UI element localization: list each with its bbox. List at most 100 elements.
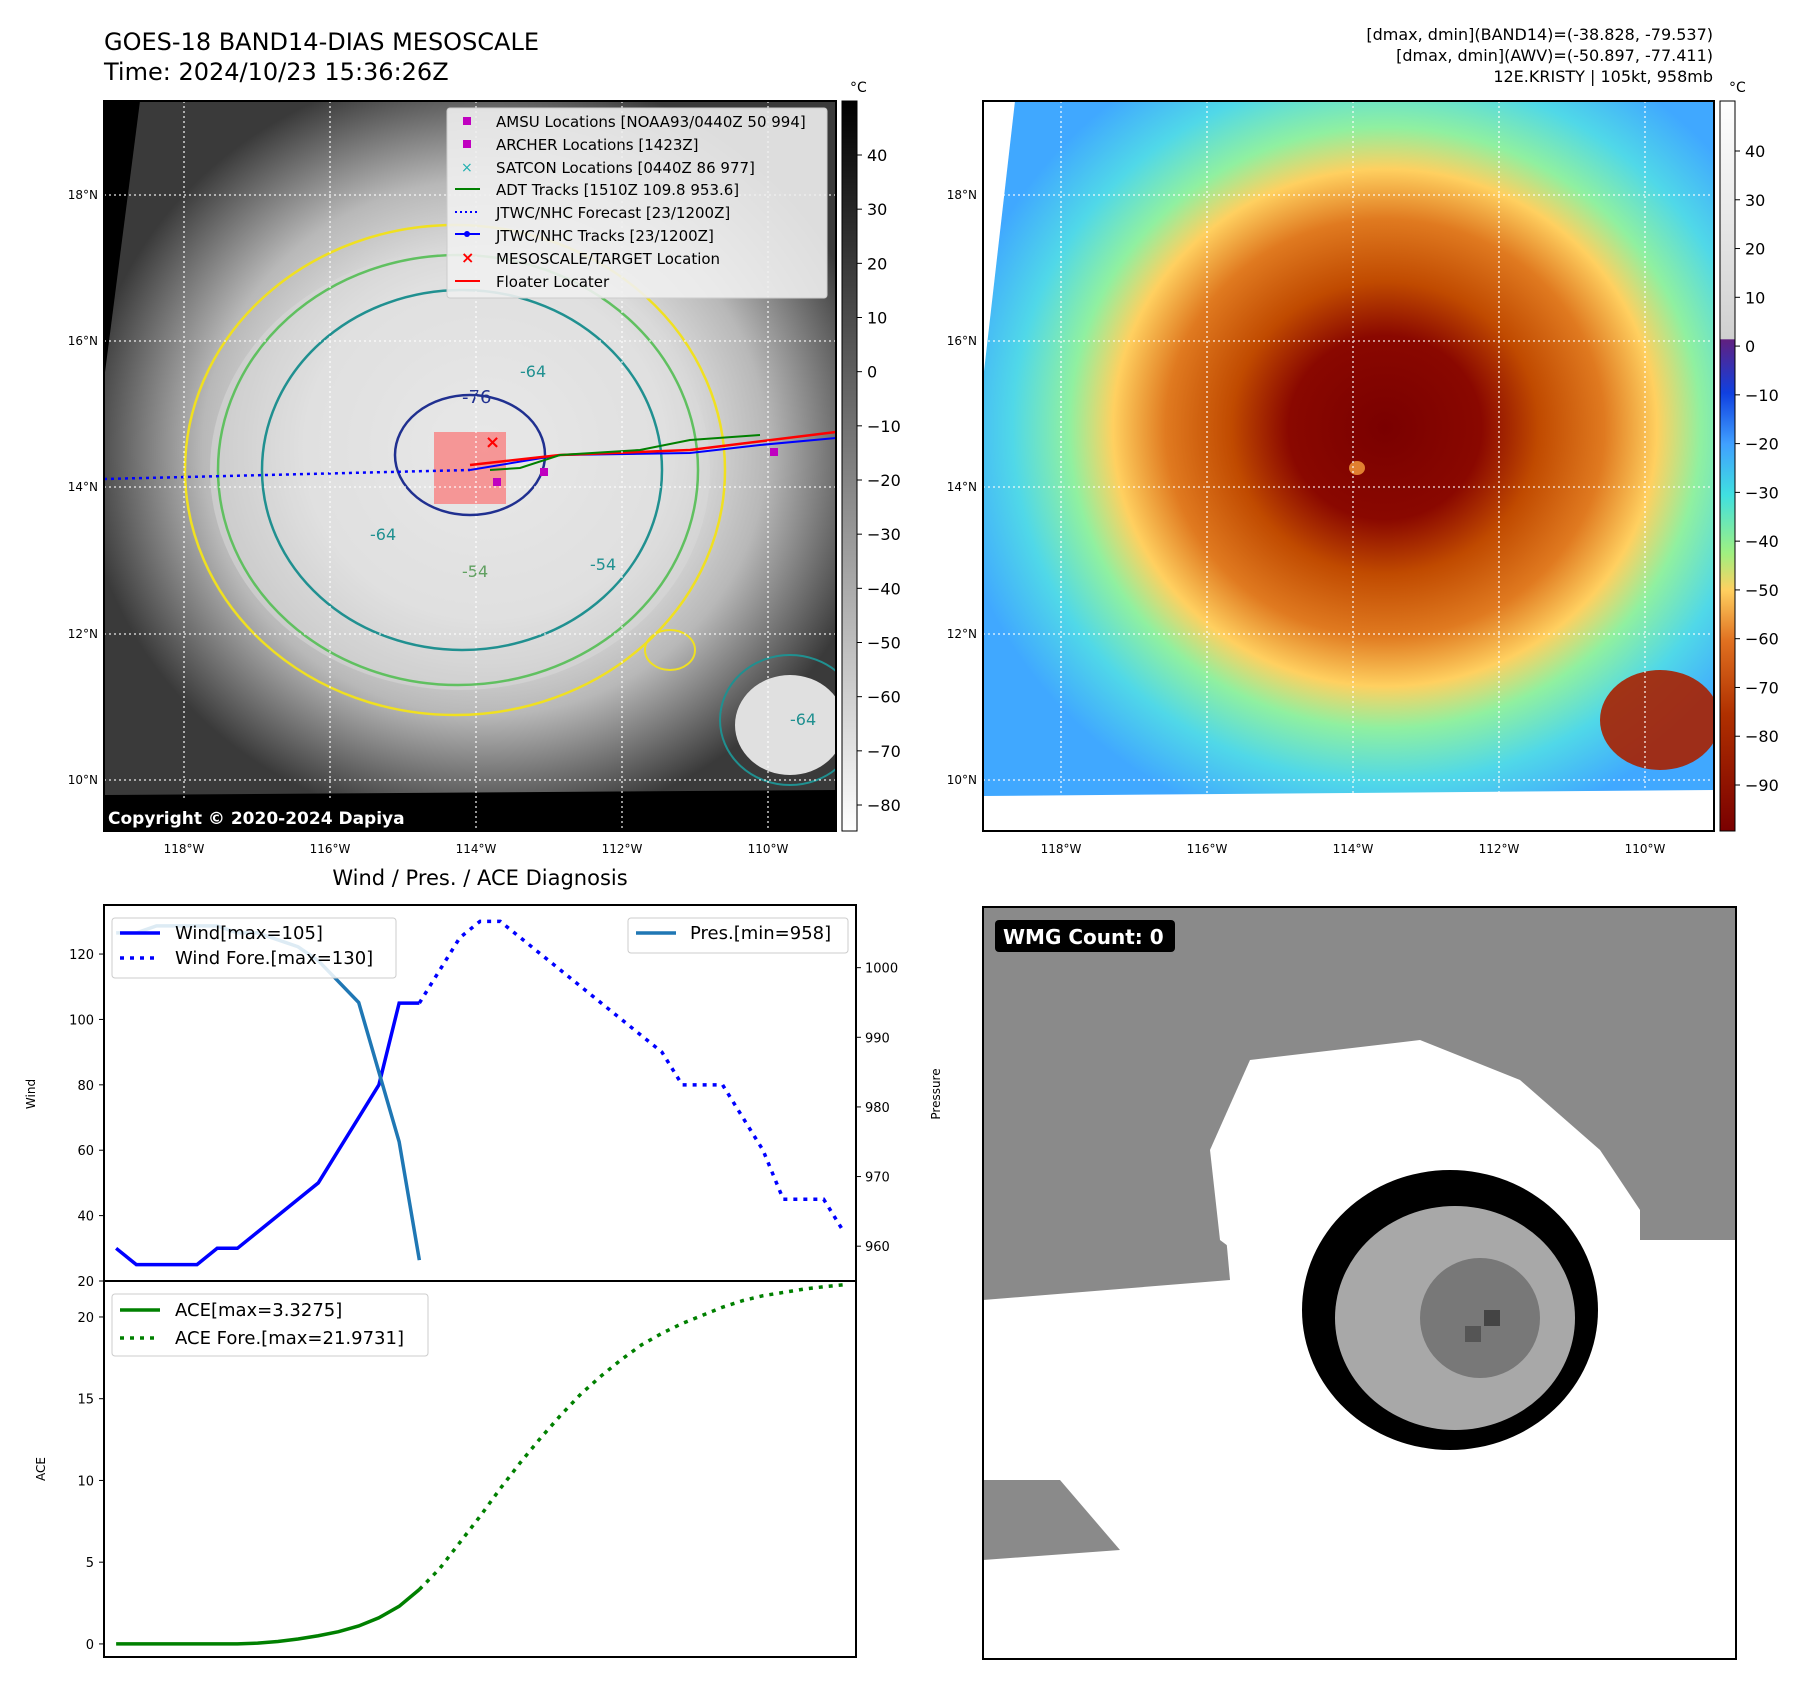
info-line-2: [dmax, dmin](AWV)=(-50.897, -77.411) <box>1396 46 1713 65</box>
lon-label: 116°W <box>1187 842 1228 856</box>
colorbar-tick-label: −10 <box>1745 386 1779 405</box>
colorbar-tick-label: −50 <box>867 634 901 653</box>
lat-label: 14°N <box>947 480 977 494</box>
colorbar-tick-label: −20 <box>1745 435 1779 454</box>
colorbar-unit: °C <box>1729 80 1746 96</box>
lat-label: 14°N <box>68 480 98 494</box>
legend-label: JTWC/NHC Forecast [23/1200Z] <box>495 204 730 222</box>
colorbar-tick-label: 10 <box>1745 288 1765 307</box>
legend-entry: Wind Fore.[max=130] <box>175 948 373 969</box>
lat-label: 10°N <box>68 773 98 787</box>
wmg-panel: WMG Count: 0 <box>982 906 1737 1660</box>
legend-label: AMSU Locations [NOAA93/0440Z 50 994] <box>496 113 806 131</box>
colorbar-tick-label: −10 <box>867 417 901 436</box>
contour-label: -64 <box>370 525 396 544</box>
y-tick-label: 20 <box>77 1311 94 1326</box>
ir-color-map <box>982 100 1715 832</box>
colorbar-tick-label: 30 <box>867 200 887 219</box>
y-tick-label: 0 <box>86 1638 94 1653</box>
lon-label: 116°W <box>310 842 351 856</box>
y-tick-label: 40 <box>77 1210 94 1225</box>
lat-label: 18°N <box>947 188 977 202</box>
colorbar-tick-label: 20 <box>867 254 887 273</box>
svg-text:×: × <box>461 160 473 176</box>
wmg-count-label: WMG Count: 0 <box>1003 925 1164 949</box>
colorbar-tick-label: −50 <box>1745 581 1779 600</box>
legend-label: SATCON Locations [0440Z 86 977] <box>496 159 755 177</box>
lon-label: 112°W <box>602 842 643 856</box>
colorbar-tick-label: −40 <box>1745 532 1779 551</box>
colorbar-tick-label: 40 <box>1745 142 1765 161</box>
lon-label: 114°W <box>1333 842 1374 856</box>
colorbar-tick-label: −80 <box>1745 727 1779 746</box>
colorbar-tick-label: −20 <box>867 471 901 490</box>
lon-label: 110°W <box>748 842 789 856</box>
y-tick-label-right: 990 <box>865 1031 890 1046</box>
lat-label: 12°N <box>68 627 98 641</box>
colorbar-tick-label: −40 <box>867 579 901 598</box>
title-line-2: Time: 2024/10/23 15:36:26Z <box>103 58 449 86</box>
legend-entry: ACE[max=3.3275] <box>175 1300 342 1321</box>
legend-entry: Wind[max=105] <box>175 923 323 944</box>
colorbar-unit: °C <box>850 80 867 96</box>
info-line-3: 12E.KRISTY | 105kt, 958mb <box>1493 67 1713 86</box>
colorbar-tick-label: −90 <box>1745 776 1779 795</box>
colorbar-left: °C 40 30 20 10 0 −10 −20 −30 −40 −50 −60 −70 −80 <box>841 80 901 832</box>
wind-axis-label: Wind <box>24 1079 38 1109</box>
colorbar-tick-label: 0 <box>867 363 877 382</box>
lat-label: 10°N <box>947 773 977 787</box>
wind-legend: Wind[max=105] Wind Fore.[max=130] <box>111 917 397 979</box>
legend-label: MESOSCALE/TARGET Location <box>496 250 720 268</box>
svg-text:×: × <box>485 432 500 453</box>
mesoscale-target-box <box>434 432 506 504</box>
y-tick-label: 10 <box>77 1474 94 1489</box>
colorbar-tick-label: 40 <box>867 146 887 165</box>
legend-label: Floater Locater <box>496 273 610 291</box>
wind-pressure-chart: 20 40 60 80 100 120 960 970 980 990 1000 Wind[max=1… <box>69 904 898 1290</box>
ace-legend: ACE[max=3.3275] ACE Fore.[max=21.9731] <box>111 1293 429 1357</box>
map-legend: × × AMSU Locations [NOAA93/0440Z 50 994]… <box>446 107 828 299</box>
ace-chart: 0 5 10 15 20 ACE[max=3.3275] ACE Fore.[max=21.… <box>77 1280 857 1658</box>
jtwc-forecast-line <box>104 468 471 481</box>
contour-label: -64 <box>520 362 546 381</box>
copyright: Copyright © 2020-2024 Dapiya <box>108 809 405 829</box>
y-tick-label: 20 <box>77 1275 94 1290</box>
colorbar-tick-label: 30 <box>1745 191 1765 210</box>
lat-label: 12°N <box>947 627 977 641</box>
diagnosis-title: Wind / Pres. / ACE Diagnosis <box>332 866 627 890</box>
y-tick-label-right: 960 <box>865 1240 890 1255</box>
lon-label: 118°W <box>164 842 205 856</box>
lon-label: 114°W <box>456 842 497 856</box>
colorbar-tick-label: 10 <box>867 309 887 328</box>
lon-label: 110°W <box>1625 842 1666 856</box>
colorbar-tick-label: −70 <box>867 742 901 761</box>
y-tick-label: 100 <box>69 1013 94 1028</box>
y-tick-label: 60 <box>77 1144 94 1159</box>
colorbar-tick-label: −30 <box>867 525 901 544</box>
svg-text:×: × <box>461 248 474 267</box>
legend-entry: Pres.[min=958] <box>690 923 831 944</box>
y-tick-label-right: 1000 <box>865 962 898 977</box>
colorbar-tick-label: 0 <box>1745 337 1755 356</box>
lat-label: 16°N <box>947 334 977 348</box>
adt-track-line <box>489 434 761 471</box>
contour-label: -76 <box>462 387 491 408</box>
colorbar-tick-label: −70 <box>1745 678 1779 697</box>
y-tick-label: 15 <box>77 1393 94 1408</box>
pressure-axis-label: Pressure <box>929 1068 943 1119</box>
lat-label: 18°N <box>68 188 98 202</box>
title-line-1: GOES-18 BAND14-DIAS MESOSCALE <box>104 28 539 56</box>
y-tick-label-right: 980 <box>865 1101 890 1116</box>
colorbar-tick-label: 20 <box>1745 240 1765 259</box>
colorbar-tick-label: −60 <box>867 688 901 707</box>
contour-label: -64 <box>790 710 816 729</box>
ace-series-line-1 <box>418 1282 845 1591</box>
y-tick-label: 80 <box>77 1079 94 1094</box>
series-line-0 <box>115 1001 420 1267</box>
colorbar-tick-label: −30 <box>1745 483 1779 502</box>
lon-label: 112°W <box>1479 842 1520 856</box>
ace-axis-label: ACE <box>34 1457 48 1481</box>
jtwc-track-line <box>469 437 836 471</box>
contour-darkblue <box>393 393 547 517</box>
